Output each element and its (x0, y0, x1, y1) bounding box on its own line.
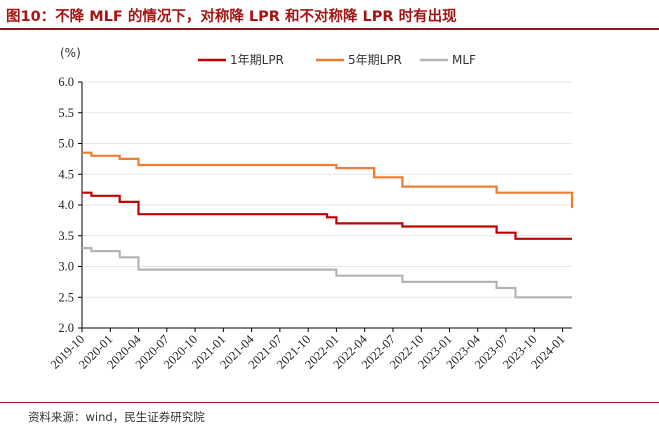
y-tick-label: 4.5 (58, 167, 74, 181)
y-axis-unit-label: (%) (60, 46, 81, 60)
page-title: 图10：不降 MLF 的情况下，对称降 LPR 和不对称降 LPR 时有出现 (6, 9, 457, 25)
y-tick-label: 5.0 (58, 137, 74, 151)
y-gridlines (82, 81, 572, 298)
line-chart: 2.0 2.5 3.0 3.5 4.0 4.5 5.0 5.5 6.0 2019-102020-… (48, 46, 574, 372)
series-line-3 (82, 247, 572, 299)
y-tick-label: 4.0 (58, 198, 74, 212)
source-note: 资料来源：wind，民生证券研究院 (28, 410, 205, 424)
footer-divider (0, 402, 659, 403)
y-tick-label: 2.5 (58, 290, 74, 304)
legend: 1年期LPR 5年期LPR MLF (198, 53, 476, 67)
legend-label: 5年期LPR (348, 53, 402, 67)
y-tick-label: 6.0 (58, 75, 74, 89)
y-tick-label: 2.0 (58, 321, 74, 335)
series-line-2 (82, 151, 574, 209)
x-ticks: 2019-102020-012020-042020-072020-102021-… (48, 328, 568, 372)
legend-label: 1年期LPR (230, 53, 284, 67)
y-tick-label: 3.5 (58, 229, 74, 243)
legend-label: MLF (452, 53, 476, 67)
y-ticks: 2.0 2.5 3.0 3.5 4.0 4.5 5.0 5.5 6.0 (58, 75, 82, 335)
y-tick-label: 3.0 (58, 260, 74, 274)
series-line-1 (82, 191, 572, 240)
y-tick-label: 5.5 (58, 106, 74, 120)
title-divider (0, 28, 659, 30)
series-lines (82, 151, 574, 299)
